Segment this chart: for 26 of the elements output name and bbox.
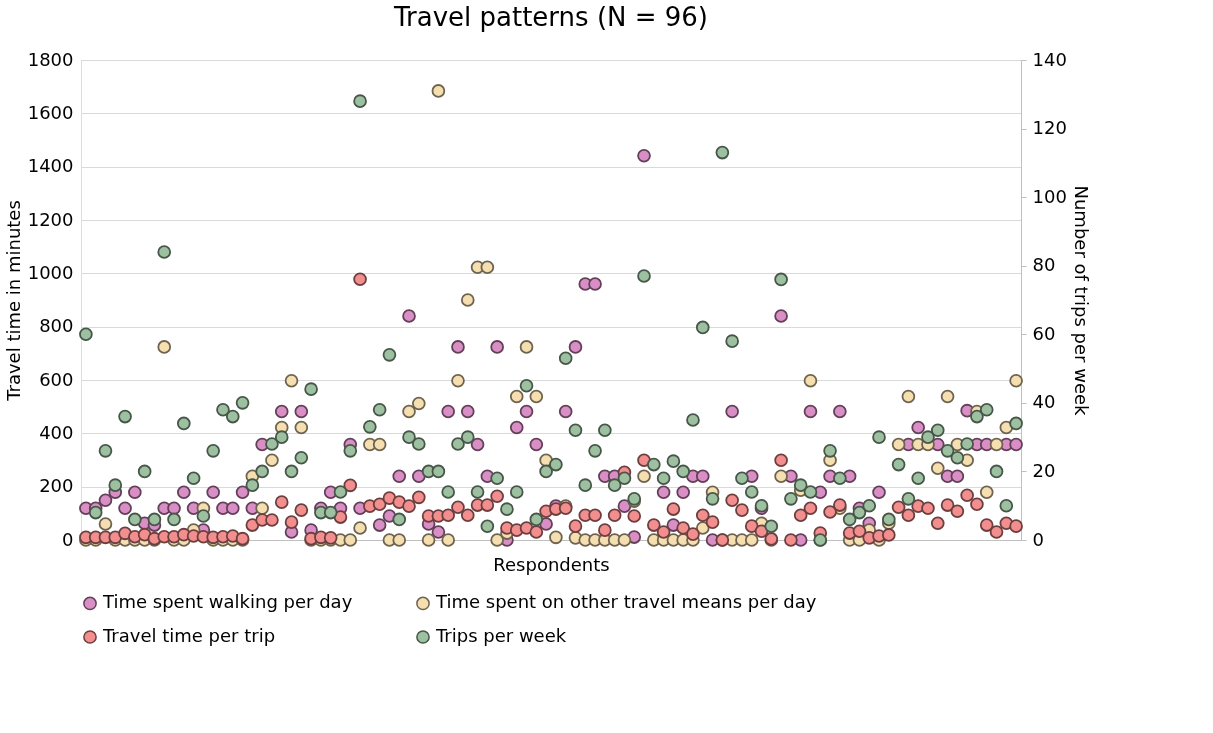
- legend-label: Time spent on other travel means per day: [435, 591, 817, 613]
- y-tick-label: 600: [39, 368, 74, 390]
- y-tick-label: 0: [62, 528, 74, 550]
- y2-tick-label: 120: [1032, 117, 1067, 139]
- y2-tick-label: 140: [1032, 48, 1067, 70]
- y-tick-label: 400: [39, 421, 74, 443]
- y-tick-label: 1800: [27, 48, 74, 70]
- legend-label: Time spent walking per day: [102, 591, 353, 613]
- y2-tick-label: 40: [1032, 391, 1056, 413]
- y-tick-label: 1600: [27, 101, 74, 123]
- legend-label: Travel time per trip: [102, 625, 276, 646]
- y2-tick-label: 20: [1032, 459, 1056, 481]
- y-tick-label: 200: [39, 475, 74, 497]
- y2-axis-title: Number of trips per week: [1070, 185, 1092, 417]
- y2-tick-label: 100: [1032, 185, 1067, 207]
- y2-tick-label: 60: [1032, 322, 1056, 344]
- x-axis-title: Respondents: [493, 553, 610, 575]
- y2-tick-label: 0: [1032, 528, 1044, 550]
- legend-label: Trips per week: [435, 625, 567, 646]
- y2-tick-label: 80: [1032, 254, 1056, 276]
- y-tick-label: 1200: [27, 208, 74, 230]
- y-axis-title: Travel time in minutes: [2, 200, 24, 402]
- y-tick-label: 800: [39, 315, 74, 337]
- y-tick-label: 1000: [27, 261, 74, 283]
- chart-title: Travel patterns (N = 96): [392, 2, 709, 32]
- y-tick-label: 1400: [27, 155, 74, 177]
